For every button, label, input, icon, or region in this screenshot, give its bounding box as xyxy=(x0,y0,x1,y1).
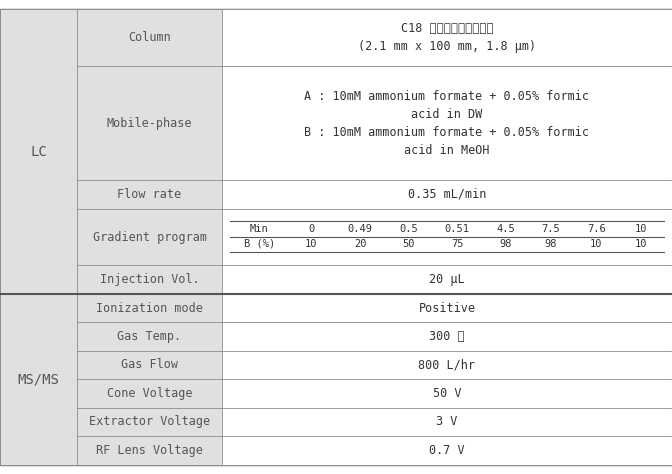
Text: 0.7 V: 0.7 V xyxy=(429,444,465,457)
FancyBboxPatch shape xyxy=(222,294,672,322)
FancyBboxPatch shape xyxy=(222,379,672,408)
Text: 0: 0 xyxy=(308,224,314,234)
Text: Gradient program: Gradient program xyxy=(93,230,206,244)
FancyBboxPatch shape xyxy=(222,408,672,436)
FancyBboxPatch shape xyxy=(77,9,222,66)
FancyBboxPatch shape xyxy=(222,265,672,294)
Text: Cone Voltage: Cone Voltage xyxy=(107,387,192,400)
Text: 10: 10 xyxy=(635,224,648,234)
FancyBboxPatch shape xyxy=(222,322,672,351)
Text: MS/MS: MS/MS xyxy=(17,372,60,386)
Text: 50: 50 xyxy=(403,238,415,249)
Text: 98: 98 xyxy=(545,238,557,249)
Text: Injection Vol.: Injection Vol. xyxy=(99,273,200,286)
Text: 10: 10 xyxy=(305,238,318,249)
Text: Extractor Voltage: Extractor Voltage xyxy=(89,415,210,428)
Text: 75: 75 xyxy=(451,238,464,249)
Text: 0.49: 0.49 xyxy=(347,224,372,234)
Text: LC: LC xyxy=(30,145,47,159)
Text: 20 μL: 20 μL xyxy=(429,273,465,286)
Text: 98: 98 xyxy=(500,238,512,249)
Text: Flow rate: Flow rate xyxy=(118,188,181,201)
Text: 800 L/hr: 800 L/hr xyxy=(419,358,475,372)
FancyBboxPatch shape xyxy=(222,351,672,379)
Text: Ionization mode: Ionization mode xyxy=(96,301,203,315)
FancyBboxPatch shape xyxy=(77,408,222,436)
Text: Mobile-phase: Mobile-phase xyxy=(107,117,192,130)
Text: 0.51: 0.51 xyxy=(445,224,470,234)
FancyBboxPatch shape xyxy=(222,180,672,209)
Text: 0.35 mL/min: 0.35 mL/min xyxy=(408,188,486,201)
FancyBboxPatch shape xyxy=(222,9,672,66)
Text: Min: Min xyxy=(250,224,269,234)
FancyBboxPatch shape xyxy=(0,9,77,294)
FancyBboxPatch shape xyxy=(77,180,222,209)
Text: RF Lens Voltage: RF Lens Voltage xyxy=(96,444,203,457)
FancyBboxPatch shape xyxy=(222,436,672,465)
Text: C18 액체크로마토그래프
(2.1 mm x 100 mm, 1.8 μm): C18 액체크로마토그래프 (2.1 mm x 100 mm, 1.8 μm) xyxy=(358,22,536,54)
Text: 10: 10 xyxy=(635,238,648,249)
FancyBboxPatch shape xyxy=(77,294,222,322)
FancyBboxPatch shape xyxy=(77,322,222,351)
Text: Positive: Positive xyxy=(419,301,475,315)
Text: 20: 20 xyxy=(353,238,366,249)
Text: 0.5: 0.5 xyxy=(399,224,418,234)
Text: Column: Column xyxy=(128,31,171,45)
Text: A : 10mM ammonium formate + 0.05% formic
acid in DW
B : 10mM ammonium formate + : A : 10mM ammonium formate + 0.05% formic… xyxy=(304,90,589,157)
Text: 3 V: 3 V xyxy=(436,415,458,428)
Text: Gas Flow: Gas Flow xyxy=(121,358,178,372)
FancyBboxPatch shape xyxy=(222,209,672,265)
FancyBboxPatch shape xyxy=(77,351,222,379)
Text: 7.6: 7.6 xyxy=(587,224,605,234)
FancyBboxPatch shape xyxy=(77,66,222,180)
FancyBboxPatch shape xyxy=(222,66,672,180)
FancyBboxPatch shape xyxy=(77,265,222,294)
FancyBboxPatch shape xyxy=(77,436,222,465)
Text: 50 V: 50 V xyxy=(433,387,461,400)
FancyBboxPatch shape xyxy=(77,379,222,408)
Text: 7.5: 7.5 xyxy=(542,224,560,234)
Text: 4.5: 4.5 xyxy=(497,224,515,234)
FancyBboxPatch shape xyxy=(77,209,222,265)
Text: B (%): B (%) xyxy=(244,238,275,249)
Text: 300 ℃: 300 ℃ xyxy=(429,330,465,343)
Text: 10: 10 xyxy=(590,238,603,249)
Text: Gas Temp.: Gas Temp. xyxy=(118,330,181,343)
FancyBboxPatch shape xyxy=(0,294,77,465)
